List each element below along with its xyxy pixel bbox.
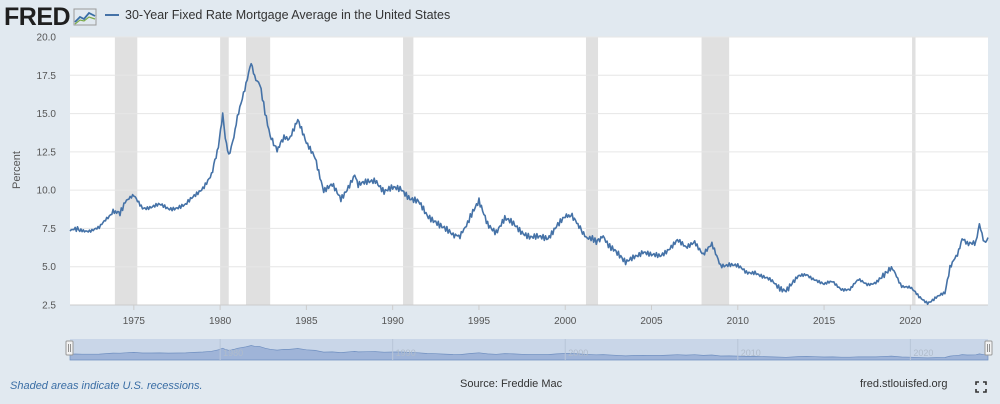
x-tick-label: 1980 (209, 316, 232, 327)
y-tick-label: 20.0 (37, 33, 57, 44)
x-tick-label: 1975 (123, 316, 146, 327)
recession-note: Shaded areas indicate U.S. recessions. (10, 380, 203, 392)
y-tick-label: 15.0 (37, 109, 57, 120)
range-navigator[interactable]: 1980 1990 2000 2010 2020 (65, 339, 993, 361)
fred-logo-text: FRED (4, 2, 71, 31)
recession-band (912, 37, 916, 305)
recession-band (114, 37, 138, 305)
legend-series-swatch (105, 14, 119, 16)
navigator-right-handle[interactable] (984, 340, 993, 356)
chart-header: FRED 30-Year Fixed Rate Mortgage Average… (0, 0, 1000, 34)
y-tick-label: 7.5 (42, 224, 56, 235)
y-gridlines (70, 36, 988, 306)
navigator-tick-label: 1990 (396, 348, 416, 358)
series-line[interactable] (69, 62, 989, 306)
recession-band (403, 37, 414, 305)
x-axis-ticks: 1975 1980 1985 1990 1995 2000 2005 2010 2015 2020 (70, 304, 988, 327)
fullscreen-icon[interactable] (975, 381, 987, 393)
chart-legend[interactable]: 30-Year Fixed Rate Mortgage Average in t… (105, 8, 450, 22)
source-label: Source: Freddie Mac (460, 378, 563, 390)
x-tick-label: 1985 (295, 316, 318, 327)
navigator-tick-label: 2020 (913, 348, 933, 358)
y-tick-label: 10.0 (37, 186, 57, 197)
recession-band (701, 37, 730, 305)
navigator-tick-label: 2000 (568, 348, 588, 358)
recession-band (220, 37, 229, 305)
recession-band (585, 37, 599, 305)
y-tick-label: 17.5 (37, 71, 57, 82)
y-tick-label: 2.5 (42, 301, 56, 312)
y-tick-label: 12.5 (37, 147, 57, 158)
plot-background (70, 37, 988, 305)
drag-handle-icon[interactable] (65, 340, 74, 356)
x-tick-label: 2010 (727, 316, 750, 327)
x-tick-label: 2020 (899, 316, 922, 327)
navigator-ticks: 1980 1990 2000 2010 2020 (219, 339, 933, 360)
recession-shading (114, 37, 916, 305)
x-tick-label: 1995 (468, 316, 491, 327)
y-tick-label: 5.0 (42, 262, 56, 273)
x-tick-label: 2015 (813, 316, 836, 327)
chart-title: 30-Year Fixed Rate Mortgage Average in t… (125, 8, 451, 22)
site-link[interactable]: fred.stlouisfed.org (860, 378, 948, 390)
x-tick-label: 2005 (640, 316, 663, 327)
navigator-left-handle[interactable] (65, 340, 74, 356)
drag-handle-icon[interactable] (984, 340, 993, 356)
x-tick-label: 2000 (554, 316, 577, 327)
fred-logo-graph-icon (73, 8, 97, 26)
x-tick-label: 1990 (382, 316, 405, 327)
navigator-tick-label: 1980 (223, 348, 243, 358)
fred-logo[interactable]: FRED (4, 2, 97, 32)
y-axis-ticks: 2.5 5.0 7.5 10.0 12.5 15.0 17.5 20.0 (37, 33, 57, 312)
recession-band (246, 37, 271, 305)
navigator-tick-label: 2010 (741, 348, 761, 358)
y-axis-label: Percent (11, 151, 23, 189)
navigator-area (69, 345, 989, 361)
